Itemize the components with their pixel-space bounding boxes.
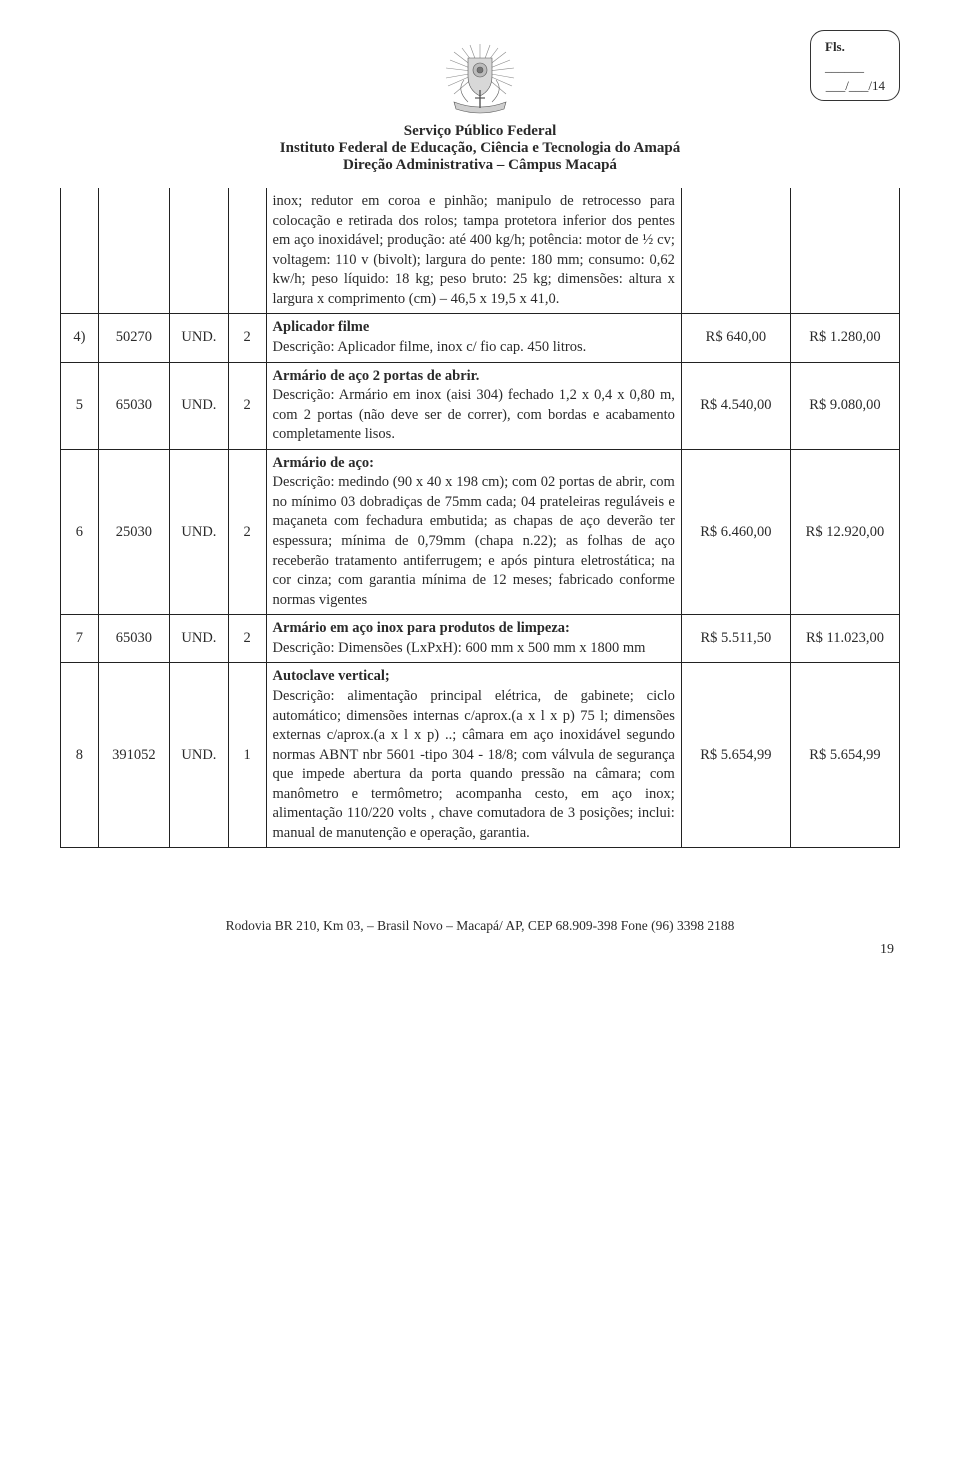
cell-code: 65030	[98, 615, 169, 663]
cell-desc: Armário de aço: Descrição: medindo (90 x…	[266, 449, 681, 615]
cell-qty: 2	[228, 362, 266, 449]
cell-desc: Armário de aço 2 portas de abrir. Descri…	[266, 362, 681, 449]
cell-unit: UND.	[170, 362, 229, 449]
item-body: Descrição: medindo (90 x 40 x 198 cm); c…	[273, 474, 675, 607]
cell-code: 50270	[98, 314, 169, 362]
cell-desc: Aplicador filme Descrição: Aplicador fil…	[266, 314, 681, 362]
page-number: 19	[60, 942, 900, 958]
cell-unit: UND.	[170, 663, 229, 848]
fls-label: Fls.	[825, 39, 845, 54]
cell-unit: UND.	[170, 449, 229, 615]
item-body: Descrição: Aplicador filme, inox c/ fio …	[273, 339, 587, 355]
cell-total-price	[790, 188, 899, 314]
item-body: Descrição: Dimensões (LxPxH): 600 mm x 5…	[273, 640, 646, 656]
cell-idx: 7	[61, 615, 99, 663]
cell-desc: Armário em aço inox para produtos de lim…	[266, 615, 681, 663]
item-title: Armário de aço 2 portas de abrir.	[273, 368, 480, 384]
cell-unit	[170, 188, 229, 314]
letterhead-line2: Instituto Federal de Educação, Ciência e…	[60, 140, 900, 157]
table-row: 7 65030 UND. 2 Armário em aço inox para …	[61, 615, 900, 663]
cell-total-price: R$ 9.080,00	[790, 362, 899, 449]
cell-qty: 1	[228, 663, 266, 848]
item-title: Aplicador filme	[273, 319, 370, 335]
table-row: 8 391052 UND. 1 Autoclave vertical; Desc…	[61, 663, 900, 848]
item-title: Autoclave vertical;	[273, 668, 390, 684]
cell-qty: 2	[228, 449, 266, 615]
item-title: Armário de aço:	[273, 455, 374, 471]
cell-idx	[61, 188, 99, 314]
cell-unit: UND.	[170, 615, 229, 663]
items-table: inox; redutor em coroa e pinhão; manipul…	[60, 188, 900, 848]
cell-code: 25030	[98, 449, 169, 615]
cell-total-price: R$ 5.654,99	[790, 663, 899, 848]
brasil-coat-of-arms	[60, 40, 900, 119]
cell-unit-price	[681, 188, 790, 314]
item-body: Descrição: alimentação principal elétric…	[273, 688, 675, 841]
cell-idx: 5	[61, 362, 99, 449]
cell-idx: 8	[61, 663, 99, 848]
cell-qty: 2	[228, 615, 266, 663]
cell-qty: 2	[228, 314, 266, 362]
cell-qty	[228, 188, 266, 314]
cell-idx: 4)	[61, 314, 99, 362]
table-row: 6 25030 UND. 2 Armário de aço: Descrição…	[61, 449, 900, 615]
fls-stamp: Fls. ______ ___/___/14	[810, 30, 900, 101]
cell-unit-price: R$ 4.540,00	[681, 362, 790, 449]
fls-date: ___/___/14	[825, 76, 885, 96]
cell-total-price: R$ 1.280,00	[790, 314, 899, 362]
cell-desc: inox; redutor em coroa e pinhão; manipul…	[266, 188, 681, 314]
table-row: 4) 50270 UND. 2 Aplicador filme Descriçã…	[61, 314, 900, 362]
cell-desc: Autoclave vertical; Descrição: alimentaç…	[266, 663, 681, 848]
cell-code	[98, 188, 169, 314]
cell-code: 391052	[98, 663, 169, 848]
letterhead-line1: Serviço Público Federal	[60, 123, 900, 140]
cell-unit-price: R$ 5.511,50	[681, 615, 790, 663]
cell-unit: UND.	[170, 314, 229, 362]
table-row: inox; redutor em coroa e pinhão; manipul…	[61, 188, 900, 314]
table-row: 5 65030 UND. 2 Armário de aço 2 portas d…	[61, 362, 900, 449]
cell-unit-price: R$ 6.460,00	[681, 449, 790, 615]
item-body: Descrição: Armário em inox (aisi 304) fe…	[273, 387, 675, 442]
cell-unit-price: R$ 5.654,99	[681, 663, 790, 848]
cell-idx: 6	[61, 449, 99, 615]
item-title: Armário em aço inox para produtos de lim…	[273, 620, 570, 636]
fls-blank: ______	[825, 59, 864, 74]
cell-total-price: R$ 12.920,00	[790, 449, 899, 615]
cell-code: 65030	[98, 362, 169, 449]
cell-unit-price: R$ 640,00	[681, 314, 790, 362]
footer-address: Rodovia BR 210, Km 03, – Brasil Novo – M…	[60, 918, 900, 934]
letterhead: Serviço Público Federal Instituto Federa…	[60, 123, 900, 174]
cell-total-price: R$ 11.023,00	[790, 615, 899, 663]
letterhead-line3: Direção Administrativa – Câmpus Macapá	[60, 157, 900, 174]
